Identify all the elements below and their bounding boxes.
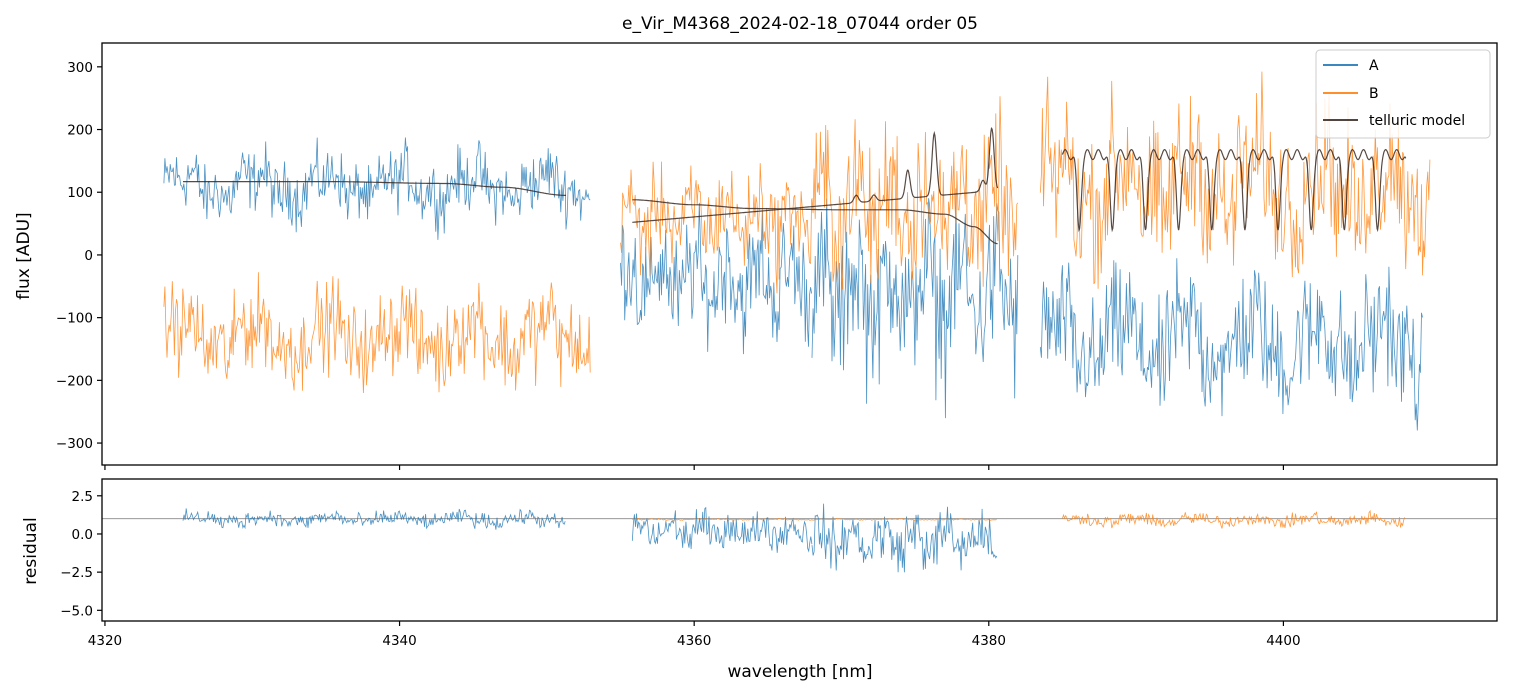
flux-series-a-segment-0: [163, 137, 591, 240]
residual-plot-area: [102, 503, 1497, 573]
chart-title: e_Vir_M4368_2024-02-18_07044 order 05: [622, 14, 978, 34]
flux-series-telluric-segment-0: [183, 181, 566, 196]
xtick-label-3: 4380: [972, 633, 1006, 649]
legend-label-telluric: telluric model: [1369, 113, 1465, 129]
legend-label-a: A: [1369, 58, 1379, 74]
residual-series-b-segment-1: [1062, 509, 1406, 529]
flux-ytick-label-2: 100: [67, 185, 93, 201]
legend-label-b: B: [1369, 86, 1379, 102]
flux-series-telluric-segment-2: [632, 127, 999, 223]
flux-y-axis: 300 200 100 0 −100 −200 −300: [56, 60, 102, 452]
flux-series-b-segment-2: [811, 96, 1019, 290]
residual-ytick-label-2: −2.5: [60, 565, 93, 581]
flux-series-a-segment-2: [811, 188, 1019, 419]
flux-series-telluric-segment-3: [1061, 148, 1407, 233]
flux-ytick-label-6: −300: [56, 436, 93, 452]
flux-axes-frame: [101, 42, 1498, 466]
flux-ytick-label-4: −100: [56, 311, 93, 327]
xtick-label-1: 4340: [382, 633, 416, 649]
flux-series-a-segment-1: [620, 202, 812, 355]
residual-axes-frame: [101, 478, 1498, 622]
legend-box: [1315, 49, 1491, 139]
flux-series-b-segment-0: [163, 272, 591, 394]
flux-plot-area: [163, 71, 1431, 431]
residual-ytick-label-3: −5.0: [60, 603, 93, 619]
flux-ylabel: flux [ADU]: [14, 212, 34, 299]
xtick-label-4: 4400: [1266, 633, 1300, 649]
x-axis-label: wavelength [nm]: [727, 662, 872, 682]
flux-ytick-label-1: 200: [67, 123, 93, 139]
residual-y-axis: 2.5 0.0 −2.5 −5.0: [60, 489, 102, 619]
flux-series-telluric-segment-1: [632, 199, 998, 245]
residual-series-b-segment-0: [632, 517, 997, 521]
xtick-label-0: 4320: [88, 633, 122, 649]
flux-ytick-label-3: 0: [84, 248, 93, 264]
flux-series-b-segment-1: [620, 161, 812, 294]
flux-series-a-segment-3: [1039, 258, 1423, 431]
residual-series-a-segment-0: [182, 508, 566, 530]
residual-ylabel: residual: [21, 517, 41, 584]
xtick-label-2: 4360: [677, 633, 711, 649]
flux-ytick-label-0: 300: [67, 60, 93, 76]
residual-series-a-segment-1: [631, 506, 813, 553]
flux-ytick-label-5: −200: [56, 373, 93, 389]
x-axis: 4320 4340 4360 4380 4400: [88, 465, 1301, 649]
residual-ytick-label-0: 2.5: [72, 489, 93, 505]
residual-series-a-segment-2: [811, 503, 998, 573]
residual-ytick-label-1: 0.0: [72, 527, 93, 543]
flux-series-b-segment-3: [1039, 71, 1431, 289]
legend: A B telluric model: [1315, 49, 1491, 139]
